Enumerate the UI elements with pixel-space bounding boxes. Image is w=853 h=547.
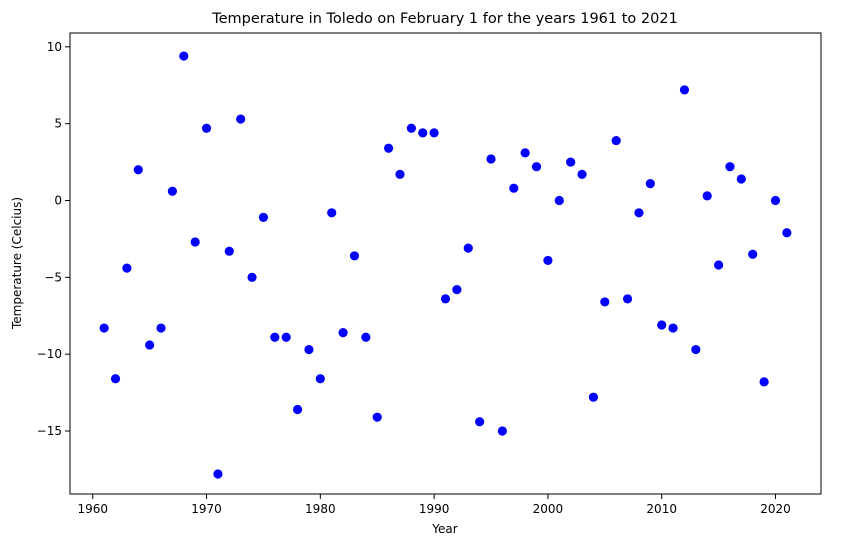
x-tick-label: 2000	[533, 502, 564, 516]
chart-title: Temperature in Toledo on February 1 for …	[211, 11, 678, 27]
data-point	[167, 186, 178, 196]
data-point	[224, 246, 234, 256]
plot-frame	[69, 32, 822, 495]
data-point	[509, 183, 519, 193]
data-point	[759, 377, 769, 387]
data-point	[566, 157, 576, 167]
x-tick-label: 1980	[305, 502, 336, 516]
data-point	[179, 51, 189, 61]
data-point	[440, 294, 451, 304]
data-point	[736, 174, 746, 184]
data-point	[668, 323, 678, 333]
data-point	[122, 263, 132, 273]
data-point	[543, 255, 553, 266]
x-tick-label: 2020	[760, 502, 791, 516]
data-point	[281, 332, 291, 342]
data-point	[338, 328, 348, 338]
x-tick-label: 1990	[419, 502, 450, 516]
data-point	[429, 128, 439, 138]
data-point	[782, 228, 792, 238]
data-point	[475, 417, 485, 427]
data-point	[600, 297, 610, 307]
data-point	[691, 344, 701, 355]
data-point	[702, 191, 712, 201]
y-axis-label: Temperature (Celcius)	[10, 197, 24, 330]
data-point	[372, 412, 382, 422]
data-point	[725, 162, 735, 172]
y-tick-label: 0	[54, 193, 62, 207]
data-point	[315, 374, 325, 384]
data-point	[384, 143, 394, 153]
data-point	[486, 154, 496, 164]
data-point	[622, 294, 633, 304]
data-point	[236, 114, 246, 124]
x-tick-label: 2010	[646, 502, 677, 516]
data-point	[748, 249, 758, 259]
data-point	[270, 332, 280, 342]
data-point	[156, 323, 166, 333]
data-point	[554, 195, 564, 206]
data-point	[634, 208, 644, 218]
data-point	[713, 260, 724, 270]
data-point	[361, 332, 371, 342]
data-point	[349, 251, 360, 261]
data-point	[463, 243, 473, 253]
data-point	[190, 237, 200, 247]
data-point	[679, 85, 690, 95]
data-point	[520, 148, 530, 158]
data-point	[99, 323, 109, 333]
y-tick-label: −5	[44, 270, 62, 284]
y-tick-label: −15	[37, 424, 62, 438]
data-point	[304, 344, 314, 355]
y-tick-label: 5	[54, 117, 62, 131]
data-point	[213, 469, 223, 479]
data-point	[110, 374, 121, 384]
data-point	[645, 178, 655, 189]
data-point	[588, 392, 599, 402]
data-point	[452, 285, 462, 295]
data-point	[611, 135, 621, 146]
data-points	[99, 51, 792, 479]
data-point	[258, 212, 269, 222]
data-point	[327, 208, 337, 218]
data-point	[133, 165, 143, 175]
data-point	[531, 162, 542, 172]
data-point	[406, 123, 416, 133]
data-point	[292, 404, 303, 415]
x-axis-label: Year	[431, 522, 457, 536]
x-tick-label: 1960	[77, 502, 108, 516]
data-point	[770, 195, 781, 206]
y-axis-ticks: 10 5 0 −5 −10 −15	[37, 40, 70, 438]
data-point	[247, 272, 257, 282]
data-point	[145, 340, 155, 350]
data-point	[657, 320, 667, 330]
y-tick-label: 10	[47, 40, 62, 54]
data-point	[201, 123, 212, 133]
data-point	[497, 426, 507, 436]
data-point	[577, 169, 587, 179]
data-point	[418, 128, 428, 138]
y-tick-label: −10	[37, 347, 62, 361]
x-axis-ticks: 1960 1970 1980 1990 2000 2010 2020	[77, 494, 791, 516]
x-tick-label: 1970	[191, 502, 222, 516]
data-point	[395, 169, 405, 179]
